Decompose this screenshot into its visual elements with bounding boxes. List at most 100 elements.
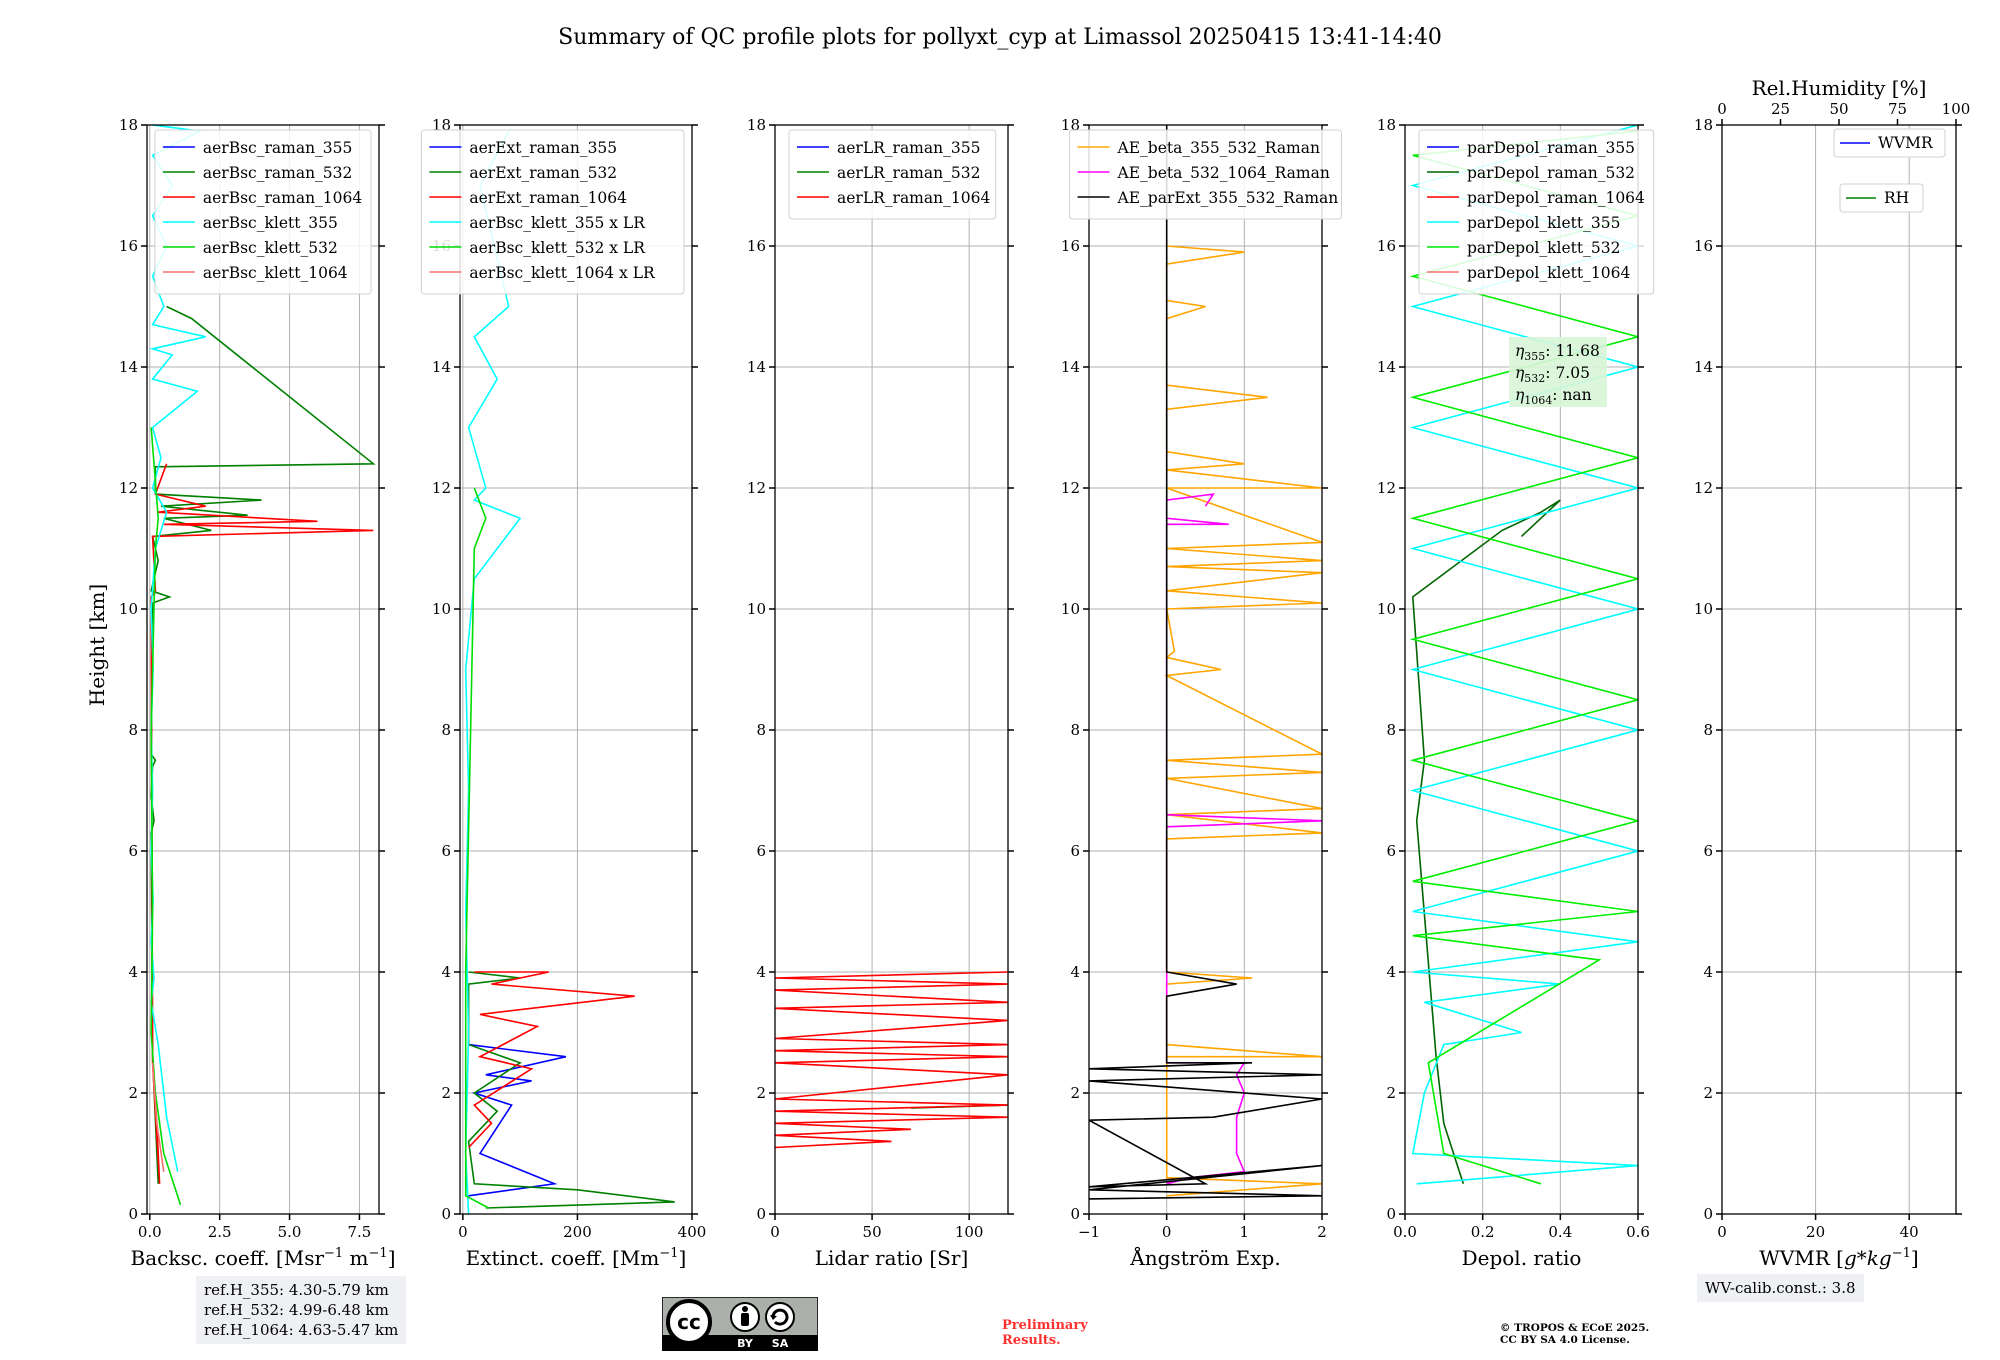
ref-height-355: ref.H_355: 4.30-5.79 km	[204, 1281, 389, 1299]
legend-label-parDepol_klett_532: parDepol_klett_532	[1467, 239, 1620, 257]
xtick-label-1: 20	[1806, 1223, 1825, 1241]
panel-ext: 0246810121416180200400Extinct. coeff. [M…	[420, 116, 706, 1270]
series-group-lr	[775, 971, 1008, 1149]
xtick-label-2: 0.4	[1548, 1223, 1572, 1241]
ytick-label-1: 2	[441, 1084, 451, 1102]
legend-frame	[1839, 183, 1924, 213]
ytick-label-6: 12	[1061, 479, 1080, 497]
ytick-label-4: 8	[1703, 721, 1713, 739]
legend-label-aerBsc_klett_1064: aerBsc_klett_1064	[203, 264, 348, 282]
annotation-line-532: η532: 7.05	[1515, 364, 1590, 385]
ytick-label-5: 10	[1694, 600, 1713, 618]
top-xtick-label-3: 75	[1888, 100, 1907, 118]
panel-depol: 0 2 4 6 8 10 12 14 16 18 0.0 0.2 0.4 0.6 Depol. ratio p…	[1377, 116, 1655, 1270]
xtick-label-1: 200	[563, 1223, 592, 1241]
annotation-sub: 532	[1524, 372, 1545, 385]
series-line-aerBsc_raman_1064	[150, 463, 374, 1184]
ytick-label-3: 6	[1703, 842, 1713, 860]
axes-frame	[1404, 124, 1639, 1215]
ytick-label-2: 4	[1703, 963, 1713, 981]
top-xtick-label-0: 0	[1717, 100, 1727, 118]
legend-frame	[1833, 128, 1946, 158]
xtick-label-1: 50	[863, 1223, 882, 1241]
ytick-label-3: 6	[128, 842, 138, 860]
ytick-label-8: 16	[1377, 237, 1396, 255]
ytick-label-2: 4	[1386, 963, 1396, 981]
cc-text: cc	[677, 1310, 701, 1334]
axes-frame	[459, 124, 693, 1215]
legend-label-aerBsc_raman_532: aerBsc_raman_532	[203, 164, 353, 182]
ytick-label-6: 12	[119, 479, 138, 497]
share-alike-icon	[765, 1302, 795, 1332]
legend-label-aerExt_raman_355: aerExt_raman_355	[469, 139, 617, 157]
ytick-label-5: 10	[119, 600, 138, 618]
ytick-label-2: 4	[1070, 963, 1080, 981]
ytick-label-7: 14	[1061, 358, 1080, 376]
xlabel-sup: −1	[1892, 1246, 1911, 1261]
reference-heights-box: ref.H_355: 4.30-5.79 km ref.H_532: 4.99-…	[196, 1276, 407, 1344]
copyright-line-1: © TROPOS & ECoE 2025.	[1500, 1322, 1650, 1334]
ytick-label-7: 14	[1694, 358, 1713, 376]
legend-label-aerLR_raman_532: aerLR_raman_532	[837, 164, 980, 182]
ytick-label-1: 2	[1386, 1084, 1396, 1102]
series-line-parDepol_raman_532	[1411, 499, 1561, 1185]
xlabel-part: *	[1857, 1246, 1867, 1270]
x-axis-label: Extinct. coeff. [Mm−1]	[466, 1246, 687, 1270]
ytick-label-6: 12	[432, 479, 451, 497]
ytick-label-2: 4	[441, 963, 451, 981]
series-line-aerExt_raman_355	[468, 1043, 567, 1197]
copyright-notice: © TROPOS & ECoE 2025. CC BY SA 4.0 Licen…	[1500, 1322, 1649, 1346]
ytick-label-4: 8	[441, 721, 451, 739]
ytick-label-4: 8	[1386, 721, 1396, 739]
axes-frame	[1088, 124, 1323, 1215]
legend-label-AE_beta_532_1064_Raman: AE_beta_532_1064_Raman	[1117, 164, 1330, 182]
cc-by-sa-logo: cc BY SA	[662, 1297, 818, 1351]
legend-frame	[154, 129, 372, 295]
top-axis-label: Rel.Humidity [%]	[1752, 76, 1927, 100]
figure-title: Summary of QC profile plots for pollyxt_…	[558, 25, 1442, 50]
annotation-frame	[1509, 337, 1607, 407]
x-axis-label: Lidar ratio [Sr]	[815, 1246, 969, 1270]
annotation-sub: 355	[1524, 350, 1545, 363]
legend-WVMR: WVMR	[1833, 128, 1946, 158]
legend: aerLR_raman_355 aerLR_raman_532 aerLR_rama…	[788, 129, 997, 220]
legend-frame	[788, 129, 997, 220]
legend-label-aerBsc_klett_355: aerBsc_klett_355	[203, 214, 338, 232]
series-line-aerExt_raman_532	[467, 971, 675, 1209]
legend-frame	[1418, 129, 1655, 295]
legend-label-parDepol_klett_1064: parDepol_klett_1064	[1467, 264, 1630, 282]
ytick-label-0: 0	[756, 1205, 766, 1223]
annotation-symbol: η	[1515, 386, 1525, 404]
xtick-label-2: 5.0	[278, 1223, 302, 1241]
xtick-label-1: 0.2	[1471, 1223, 1495, 1241]
xtick-label-1: 2.5	[208, 1223, 232, 1241]
ytick-label-7: 14	[432, 358, 451, 376]
ytick-label-0: 0	[1070, 1205, 1080, 1223]
annotation-sub: 1064	[1524, 394, 1552, 407]
xtick-label-0: −1	[1078, 1223, 1100, 1241]
ytick-label-5: 10	[1377, 600, 1396, 618]
xlabel-part: m	[343, 1246, 368, 1270]
ytick-label-8: 16	[119, 237, 138, 255]
xlabel-sup: −1	[659, 1246, 678, 1261]
ytick-label-2: 4	[128, 963, 138, 981]
legend-label-aerLR_raman_1064: aerLR_raman_1064	[837, 189, 990, 207]
ytick-label-8: 16	[1061, 237, 1080, 255]
ytick-label-0: 0	[1703, 1205, 1713, 1223]
series-group-ext	[464, 130, 675, 1214]
xtick-label-0: 0.0	[1393, 1223, 1417, 1241]
ytick-label-1: 2	[1070, 1084, 1080, 1102]
legend-label-aerExt_raman_1064: aerExt_raman_1064	[469, 189, 627, 207]
axes-frame	[774, 124, 1009, 1215]
series-line-aerBsc_klett_532	[150, 427, 182, 1206]
ytick-label-1: 2	[756, 1084, 766, 1102]
xlabel-part: ]	[1911, 1246, 1919, 1270]
x-axis-label: Ångström Exp.	[1129, 1245, 1280, 1270]
ytick-label-9: 18	[119, 116, 138, 134]
legend-label: WVMR	[1878, 134, 1934, 152]
ytick-label-0: 0	[128, 1205, 138, 1223]
xlabel-part: ]	[679, 1246, 687, 1270]
